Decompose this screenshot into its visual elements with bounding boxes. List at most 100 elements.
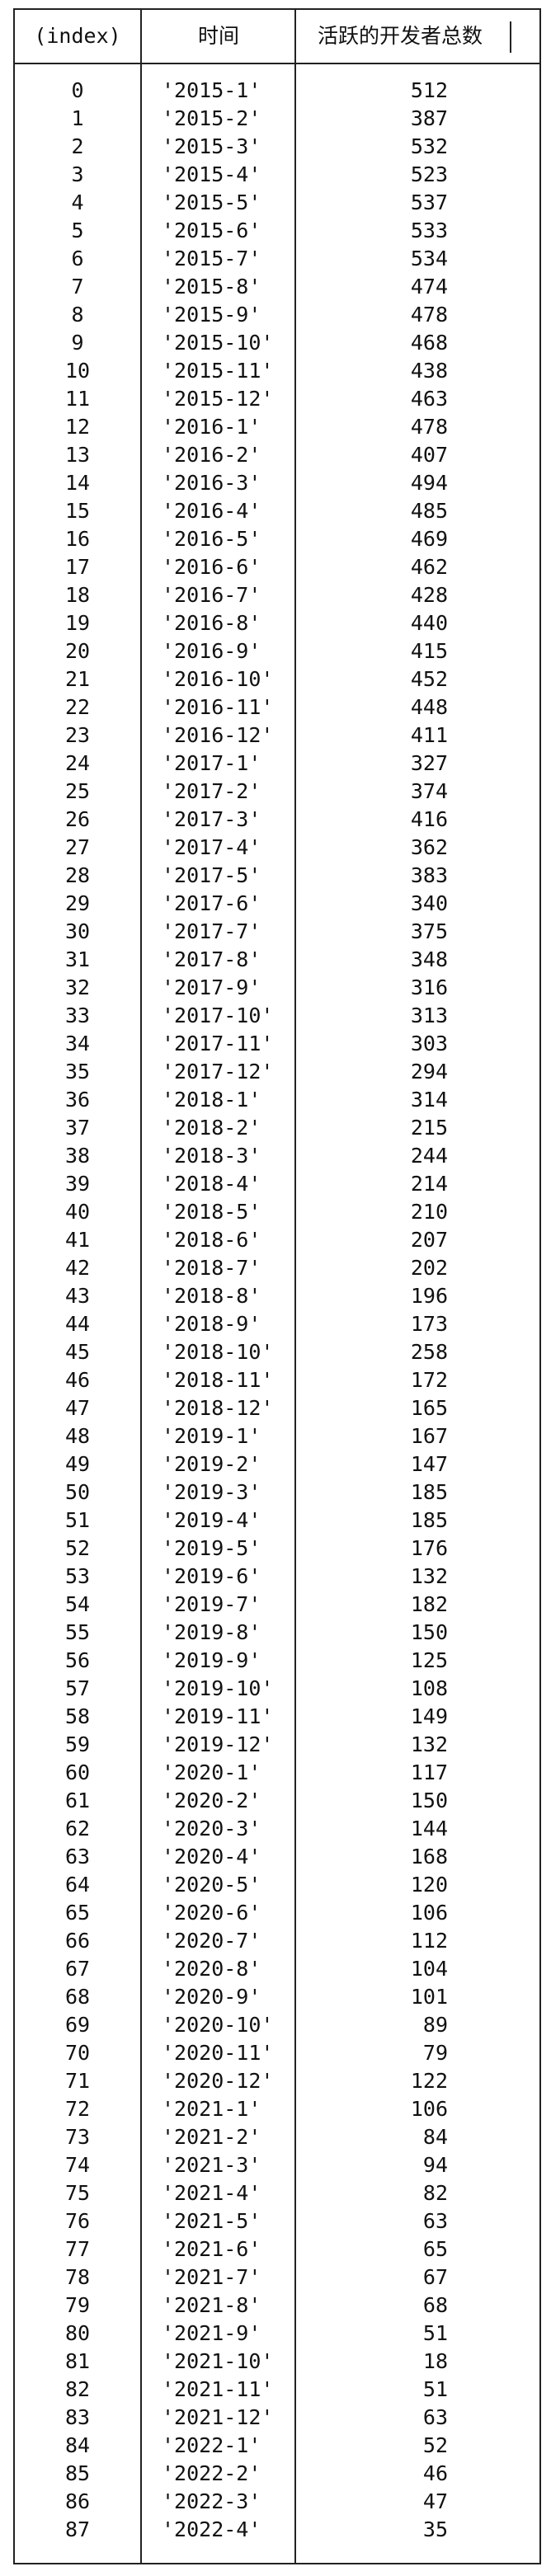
table-row: 0 '2015-1' 512 (15, 77, 539, 105)
row-time-cell: '2020-11' (162, 2041, 274, 2065)
header-time: 时间 (197, 24, 239, 48)
row-index-cell: 44 (64, 1312, 91, 1336)
row-count-cell: 89 (422, 2013, 448, 2037)
row-index-cell: 45 (64, 1340, 91, 1364)
table-row: 29 '2017-6' 340 (15, 890, 539, 918)
row-time-cell: '2018-1' (162, 1088, 261, 1112)
row-count-cell: 316 (410, 975, 448, 999)
row-time-cell: '2015-1' (162, 78, 261, 102)
row-index-cell: 38 (64, 1144, 91, 1168)
table-row: 48 '2019-1' 167 (15, 1422, 539, 1450)
row-count-cell: 440 (410, 611, 448, 635)
row-time-cell: '2020-12' (162, 2069, 274, 2093)
row-index-cell: 22 (64, 695, 91, 719)
table-row: 84 '2022-1' 52 (15, 2432, 539, 2460)
row-time-cell: '2021-6' (162, 2237, 261, 2261)
table-row: 37 '2018-2' 215 (15, 1114, 539, 1142)
row-index-cell: 49 (64, 1452, 91, 1476)
row-index-cell: 41 (64, 1228, 91, 1252)
table-row: 72 '2021-1' 106 (15, 2095, 539, 2123)
row-count-cell: 314 (410, 1088, 448, 1112)
row-index-cell: 5 (71, 219, 84, 242)
row-time-cell: '2016-12' (162, 723, 274, 747)
table-row: 31 '2017-8' 348 (15, 946, 539, 974)
row-time-cell: '2019-9' (162, 1648, 261, 1672)
row-count-cell: 468 (410, 331, 448, 355)
row-time-cell: '2018-9' (162, 1312, 261, 1336)
row-index-cell: 69 (64, 2013, 91, 2037)
row-index-cell: 73 (64, 2125, 91, 2149)
table-row: 9 '2015-10' 468 (15, 329, 539, 357)
row-time-cell: '2015-6' (162, 219, 261, 242)
row-time-cell: '2018-2' (162, 1116, 261, 1140)
row-index-cell: 34 (64, 1032, 91, 1055)
row-count-cell: 104 (410, 1957, 448, 1981)
table-row: 28 '2017-5' 383 (15, 862, 539, 890)
row-time-cell: '2017-2' (162, 779, 261, 803)
row-time-cell: '2019-4' (162, 1508, 261, 1532)
row-count-cell: 94 (422, 2153, 448, 2177)
row-count-cell: 469 (410, 527, 448, 551)
row-index-cell: 32 (64, 975, 91, 999)
row-index-cell: 18 (64, 583, 91, 607)
table-row: 53 '2019-6' 132 (15, 1563, 539, 1591)
row-index-cell: 56 (64, 1648, 91, 1672)
row-time-cell: '2015-2' (162, 106, 261, 130)
table-row: 3 '2015-4' 523 (15, 161, 539, 189)
row-index-cell: 15 (64, 499, 91, 523)
row-count-cell: 182 (410, 1592, 448, 1616)
table-row: 67 '2020-8' 104 (15, 1955, 539, 1983)
row-time-cell: '2018-6' (162, 1228, 261, 1252)
row-count-cell: 362 (410, 835, 448, 859)
row-index-cell: 2 (71, 134, 84, 158)
row-index-cell: 54 (64, 1592, 91, 1616)
row-count-cell: 523 (410, 162, 448, 186)
table-row: 24 '2017-1' 327 (15, 750, 539, 778)
row-count-cell: 411 (410, 723, 448, 747)
row-index-cell: 4 (71, 190, 84, 214)
row-count-cell: 448 (410, 695, 448, 719)
row-index-cell: 36 (64, 1088, 91, 1112)
row-time-cell: '2021-9' (162, 2321, 261, 2345)
row-index-cell: 6 (71, 247, 84, 270)
table-row: 44 '2018-9' 173 (15, 1310, 539, 1338)
row-count-cell: 51 (422, 2321, 448, 2345)
row-time-cell: '2016-2' (162, 443, 261, 467)
table-row: 43 '2018-8' 196 (15, 1282, 539, 1310)
table-row: 6 '2015-7' 534 (15, 245, 539, 273)
row-time-cell: '2018-12' (162, 1396, 274, 1420)
table-row: 4 '2015-5' 537 (15, 189, 539, 217)
table-row: 39 '2018-4' 214 (15, 1170, 539, 1198)
row-index-cell: 65 (64, 1901, 91, 1925)
row-index-cell: 37 (64, 1116, 91, 1140)
row-count-cell: 132 (410, 1732, 448, 1756)
table-row: 55 '2019-8' 150 (15, 1619, 539, 1647)
row-time-cell: '2017-3' (162, 807, 261, 831)
row-index-cell: 21 (64, 667, 91, 691)
row-time-cell: '2020-10' (162, 2013, 274, 2037)
row-index-cell: 16 (64, 527, 91, 551)
row-index-cell: 42 (64, 1256, 91, 1280)
table-row: 76 '2021-5' 63 (15, 2207, 539, 2235)
table-row: 46 '2018-11' 172 (15, 1366, 539, 1394)
row-count-cell: 144 (410, 1817, 448, 1840)
table-row: 62 '2020-3' 144 (15, 1815, 539, 1843)
row-time-cell: '2020-7' (162, 1929, 261, 1953)
row-count-cell: 313 (410, 1004, 448, 1027)
table-row: 36 '2018-1' 314 (15, 1086, 539, 1114)
row-index-cell: 35 (64, 1060, 91, 1084)
row-time-cell: '2020-9' (162, 1985, 261, 2009)
row-count-cell: 101 (410, 1985, 448, 2009)
table-row: 75 '2021-4' 82 (15, 2179, 539, 2207)
row-count-cell: 463 (410, 387, 448, 411)
row-index-cell: 12 (64, 415, 91, 439)
table-row: 47 '2018-12' 165 (15, 1394, 539, 1422)
row-index-cell: 66 (64, 1929, 91, 1953)
row-time-cell: '2015-10' (162, 331, 274, 355)
row-index-cell: 47 (64, 1396, 91, 1420)
row-time-cell: '2017-10' (162, 1004, 274, 1027)
table-row: 81 '2021-10' 18 (15, 2348, 539, 2376)
row-index-cell: 84 (64, 2433, 91, 2457)
table-row: 54 '2019-7' 182 (15, 1591, 539, 1619)
